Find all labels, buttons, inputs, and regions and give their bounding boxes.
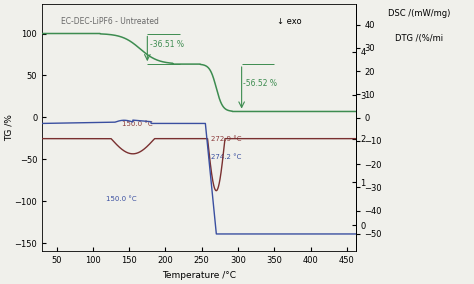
Text: EC-DEC-LiPF6 - Untreated: EC-DEC-LiPF6 - Untreated <box>61 16 159 26</box>
Text: ↓ exo: ↓ exo <box>277 17 302 26</box>
Text: DSC /(mW/mg): DSC /(mW/mg) <box>388 9 451 18</box>
Text: 272.9 °C: 272.9 °C <box>211 136 242 142</box>
Y-axis label: TG /%: TG /% <box>4 114 13 141</box>
Text: 150.0 °C: 150.0 °C <box>122 121 153 127</box>
Text: 150.0 °C: 150.0 °C <box>106 196 137 202</box>
Text: DTG /(%/mi: DTG /(%/mi <box>395 34 444 43</box>
Text: -36.51 %: -36.51 % <box>149 40 183 49</box>
Text: 274.2 °C: 274.2 °C <box>211 154 242 160</box>
X-axis label: Temperature /°C: Temperature /°C <box>162 271 236 280</box>
Text: -56.52 %: -56.52 % <box>243 79 277 88</box>
